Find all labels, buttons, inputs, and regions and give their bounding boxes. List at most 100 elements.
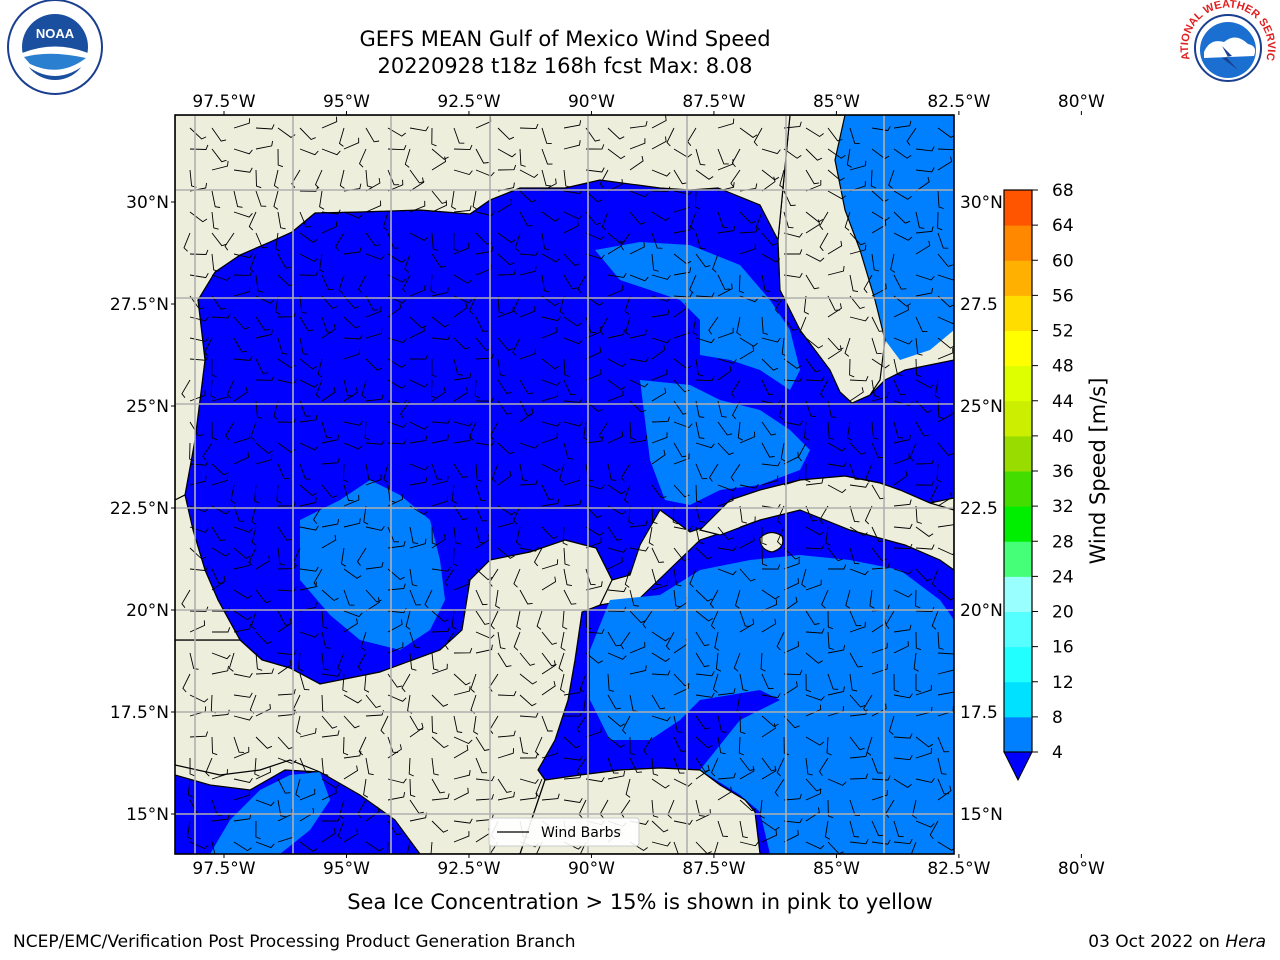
wind-barb	[827, 705, 844, 717]
wind-barb	[516, 610, 522, 630]
wind-barb	[409, 232, 429, 241]
colorbar-tick-label: 52	[1052, 322, 1074, 342]
wind-barb	[248, 211, 257, 231]
wind-barb	[563, 547, 570, 566]
wind-barb	[730, 379, 741, 398]
wind-barb	[805, 610, 820, 626]
wind-barb	[717, 421, 733, 436]
wind-barb	[431, 566, 451, 572]
wind-barb	[607, 232, 625, 244]
wind-barb	[404, 148, 411, 168]
wind-barb	[783, 736, 790, 756]
wind-barb	[717, 400, 727, 418]
wind-barb	[915, 379, 935, 389]
wind-barb	[387, 778, 407, 784]
wind-barb	[299, 497, 317, 507]
lon-tick-label: 80°W	[1058, 859, 1105, 879]
wind-barb	[541, 253, 561, 263]
wind-barb	[893, 453, 910, 465]
wind-barb	[576, 715, 587, 734]
wind-barb	[871, 358, 890, 369]
wind-barb	[233, 715, 253, 721]
wind-barb	[342, 673, 348, 693]
wind-barb	[491, 463, 499, 483]
wind-barb	[211, 274, 231, 281]
wind-barb	[915, 288, 934, 297]
wind-barb	[409, 631, 420, 648]
lon-tick-label: 85°W	[813, 859, 860, 879]
wind-barb	[651, 484, 667, 499]
wind-barb	[431, 663, 448, 675]
wind-barb	[343, 736, 349, 756]
wind-barb	[629, 357, 649, 363]
wind-barb	[535, 841, 543, 854]
lat-tick-label: 20°N	[126, 601, 169, 621]
lon-tick-label: 97.5°W	[192, 859, 255, 879]
wind-barb	[255, 358, 269, 374]
wind-barb	[799, 316, 807, 336]
wind-barb	[585, 526, 604, 536]
wind-barb	[211, 475, 229, 486]
wind-barb	[849, 482, 869, 488]
wind-barb	[519, 479, 538, 486]
wind-barb	[211, 190, 221, 208]
wind-barb	[387, 694, 407, 702]
wind-barb	[717, 772, 736, 780]
colorbar-segment	[1004, 611, 1032, 648]
wind-barb	[695, 799, 705, 817]
wind-barb	[211, 547, 230, 557]
wind-barb	[607, 586, 627, 593]
wind-barb	[805, 526, 825, 536]
wind-barb	[519, 589, 533, 605]
wind-barb	[321, 631, 331, 649]
wind-barb	[849, 773, 869, 780]
wind-barb	[277, 417, 297, 423]
wind-barb	[717, 786, 733, 801]
wind-barb	[453, 205, 472, 213]
wind-barb	[519, 442, 539, 449]
wind-barb	[291, 169, 301, 188]
wind-barb	[255, 736, 273, 749]
colorbar-tick-label: 8	[1052, 708, 1063, 728]
wind-barb	[453, 337, 471, 350]
wind-barb	[673, 568, 682, 587]
wind-barb	[692, 316, 698, 336]
wind-barb	[541, 463, 561, 473]
wind-barb	[893, 838, 913, 845]
chart-title: GEFS MEAN Gulf of Mexico Wind Speed	[359, 27, 771, 51]
wind-barb	[871, 253, 880, 272]
wind-barb	[321, 730, 340, 738]
wind-barb	[915, 820, 935, 828]
wind-barb	[673, 442, 688, 458]
wind-barb	[453, 831, 470, 843]
wind-barb	[387, 619, 403, 633]
wind-barb	[277, 778, 291, 794]
wind-barb	[299, 841, 318, 852]
wind-barb	[541, 127, 552, 145]
wind-barb	[444, 568, 455, 587]
wind-barb	[321, 787, 337, 801]
wind-barb	[383, 463, 389, 483]
wind-barb	[623, 484, 631, 504]
wind-barb	[343, 484, 354, 502]
wind-barb	[277, 500, 297, 507]
lat-tick-label: 15°N	[126, 805, 169, 825]
wind-barb	[585, 726, 602, 738]
wind-barb	[563, 358, 570, 377]
wind-barb	[469, 295, 477, 315]
wind-barb	[431, 127, 437, 147]
wind-barb	[849, 358, 855, 378]
wind-barb	[563, 397, 583, 403]
wind-barb	[665, 631, 675, 651]
wind-barb	[695, 736, 713, 749]
wind-barb	[277, 311, 297, 318]
wind-barb	[211, 392, 229, 402]
wind-barb	[343, 334, 363, 340]
wind-barb	[642, 610, 653, 629]
wind-barb	[299, 788, 316, 801]
wind-barb	[734, 589, 741, 609]
map-area: Wind Barbs	[175, 115, 954, 854]
wind-barb	[805, 841, 825, 850]
wind-barb	[233, 778, 253, 784]
